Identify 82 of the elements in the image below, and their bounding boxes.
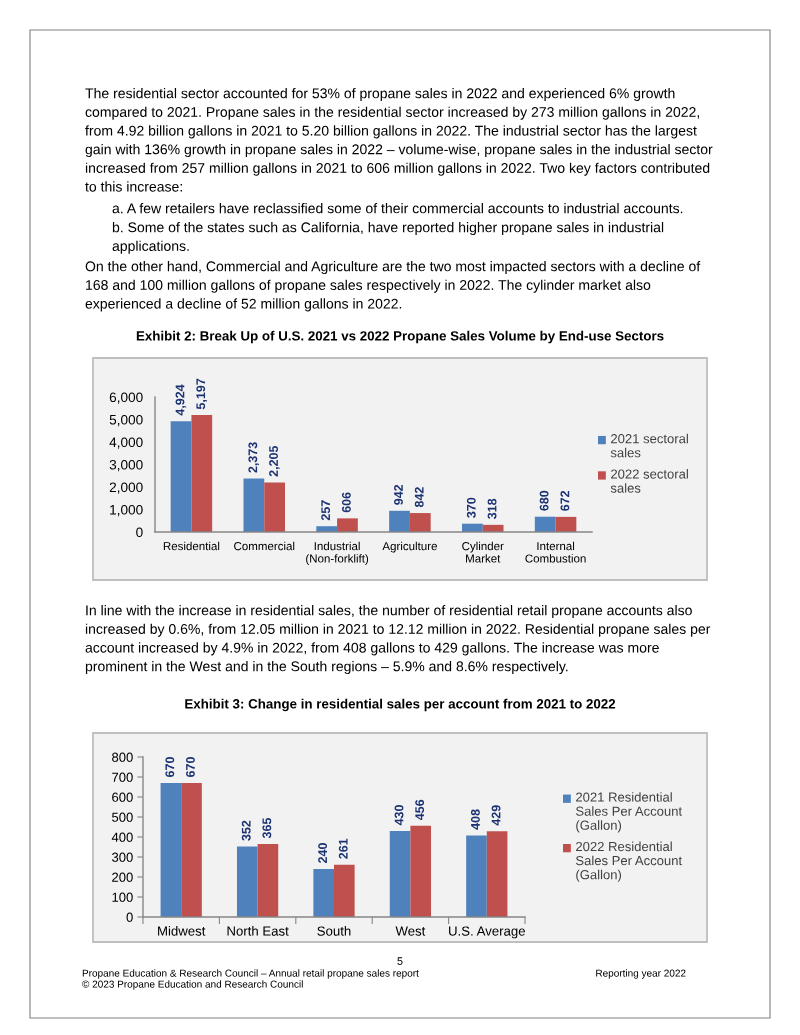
y-tick-label: 100 <box>112 892 133 902</box>
y-tick-label: 5,000 <box>109 414 143 427</box>
data-label: 2,205 <box>269 445 280 477</box>
text: © 2023 Propane Education and Research Council <box>82 980 303 990</box>
bar <box>191 415 213 532</box>
bar <box>486 831 508 917</box>
bar <box>410 825 432 917</box>
x-tick-label: West <box>395 926 426 936</box>
data-label: 408 <box>470 809 480 830</box>
data-label: 5,197 <box>196 378 207 410</box>
bar <box>257 844 279 917</box>
bar <box>337 518 358 532</box>
data-label: 606 <box>341 492 351 513</box>
y-tick-label: 700 <box>112 772 133 782</box>
legend-label: 2021 Residential Sales Per Account (Gallon) <box>576 792 682 833</box>
x-tick-label: Commercial <box>234 541 295 551</box>
bar <box>466 835 487 917</box>
x-tick-label: U.S. Average <box>449 926 525 939</box>
y-tick-label: 6,000 <box>109 392 143 404</box>
data-label: 4,924 <box>175 384 187 416</box>
bar <box>409 513 431 532</box>
x-tick-label: Industrial (Non-forklift) <box>306 541 369 565</box>
y-tick-label: 200 <box>112 872 133 882</box>
x-tick-label: Residential <box>163 541 220 551</box>
text: In line with the increase in residential sales, the number of residential retail propane accounts also increased by 0.6%, from 12.05 million in 2021 to 12.12 million in 2022. Residential propane sales per account increased by 4.9% in 2022, from 408 gallons to 429 gallons. The increase was more prominent in the West and in the South regions – 5.9% and 8.6% respectively. <box>85 605 711 675</box>
text: Propane Education & Research Council – Annual retail propane sales report <box>82 969 419 979</box>
bar <box>334 864 355 917</box>
data-label: 352 <box>241 820 251 841</box>
x-tick-label: Internal Combustion <box>525 541 586 563</box>
data-label: 365 <box>262 817 272 839</box>
y-tick-label: 400 <box>111 832 133 842</box>
data-label: 430 <box>394 805 404 826</box>
x-tick-label: Midwest <box>158 926 206 936</box>
data-label: 680 <box>539 490 549 511</box>
y-tick-label: 2,000 <box>109 482 143 494</box>
legend-label: 2021 sectoral sales <box>610 433 688 458</box>
text: a. A few retailers have reclassified some of their commercial accounts to industrial accounts. <box>112 203 683 214</box>
text: On the other hand, Commercial and Agriculture are the two most impacted sectors with a decline of 168 and 100 million gallons of propane sales respectively in 2022. The cylinder market also experienced a decline of 52 million gallons in 2022. <box>85 261 701 312</box>
data-label: 670 <box>186 757 195 777</box>
data-label: 2,373 <box>248 442 260 473</box>
data-label: 429 <box>491 805 501 826</box>
data-label: 370 <box>466 497 476 518</box>
y-tick-label: 800 <box>112 752 133 762</box>
text: Reporting year 2022 <box>596 969 686 979</box>
bar <box>236 846 258 917</box>
x-tick-label: Cylinder Market <box>462 541 504 563</box>
bar <box>389 831 411 917</box>
text: The residential sector accounted for 53% of propane sales in 2022 and experienced 6% growth compared to 2021. Propane sales in the residential sector increased by 273 million gallons in 2022, from 4.92 billion gallons in 2021 to 5.20 billion gallons in 2022. The industrial sector has the largest gain with 136% growth in propane sales in 2022 – volume-wise, propane sales in the industrial sector increased from 257 million gallons in 2021 to 606 million gallons in 2022. Two key factors contributed to this increase: <box>85 88 713 192</box>
text: b. Some of the states such as California, have reported higher propane sales in industrial applications. <box>112 222 664 254</box>
data-label: 240 <box>318 843 328 864</box>
y-tick-label: 600 <box>112 792 133 802</box>
bar <box>160 783 182 917</box>
data-label: 261 <box>338 838 348 859</box>
legend-label: 2022 sectoral sales <box>610 469 688 493</box>
text: 5 <box>397 957 403 965</box>
data-label: 670 <box>165 757 175 777</box>
y-tick-label: 0 <box>136 527 143 538</box>
bar <box>181 783 202 917</box>
data-label: 257 <box>321 500 331 521</box>
x-tick-label: North East <box>227 926 289 936</box>
y-tick-label: 3,000 <box>109 459 143 472</box>
y-tick-label: 1,000 <box>110 504 143 517</box>
chart-title: Exhibit 2: Break Up of U.S. 2021 vs 2022 Propane Sales Volume by End-use Sectors <box>136 330 664 344</box>
y-tick-label: 300 <box>112 852 133 862</box>
x-tick-label: Agriculture <box>382 541 437 553</box>
y-tick-label: 0 <box>126 912 133 922</box>
bar <box>389 510 410 532</box>
chart-title: Exhibit 3: Change in residential sales per account from 2021 to 2022 <box>185 698 616 712</box>
y-tick-label: 4,000 <box>109 437 143 449</box>
bar <box>170 421 192 532</box>
data-label: 318 <box>487 498 497 519</box>
bar <box>243 478 265 532</box>
data-label: 672 <box>560 490 570 511</box>
bar <box>313 869 334 917</box>
legend-label: 2022 Residential Sales Per Account (Gallon) <box>576 841 682 882</box>
y-tick-label: 500 <box>112 812 133 822</box>
data-label: 842 <box>414 487 424 508</box>
bar <box>264 482 286 532</box>
x-tick-label: South <box>317 926 351 936</box>
data-label: 456 <box>415 799 425 821</box>
bar <box>534 516 556 532</box>
data-label: 942 <box>394 484 403 505</box>
